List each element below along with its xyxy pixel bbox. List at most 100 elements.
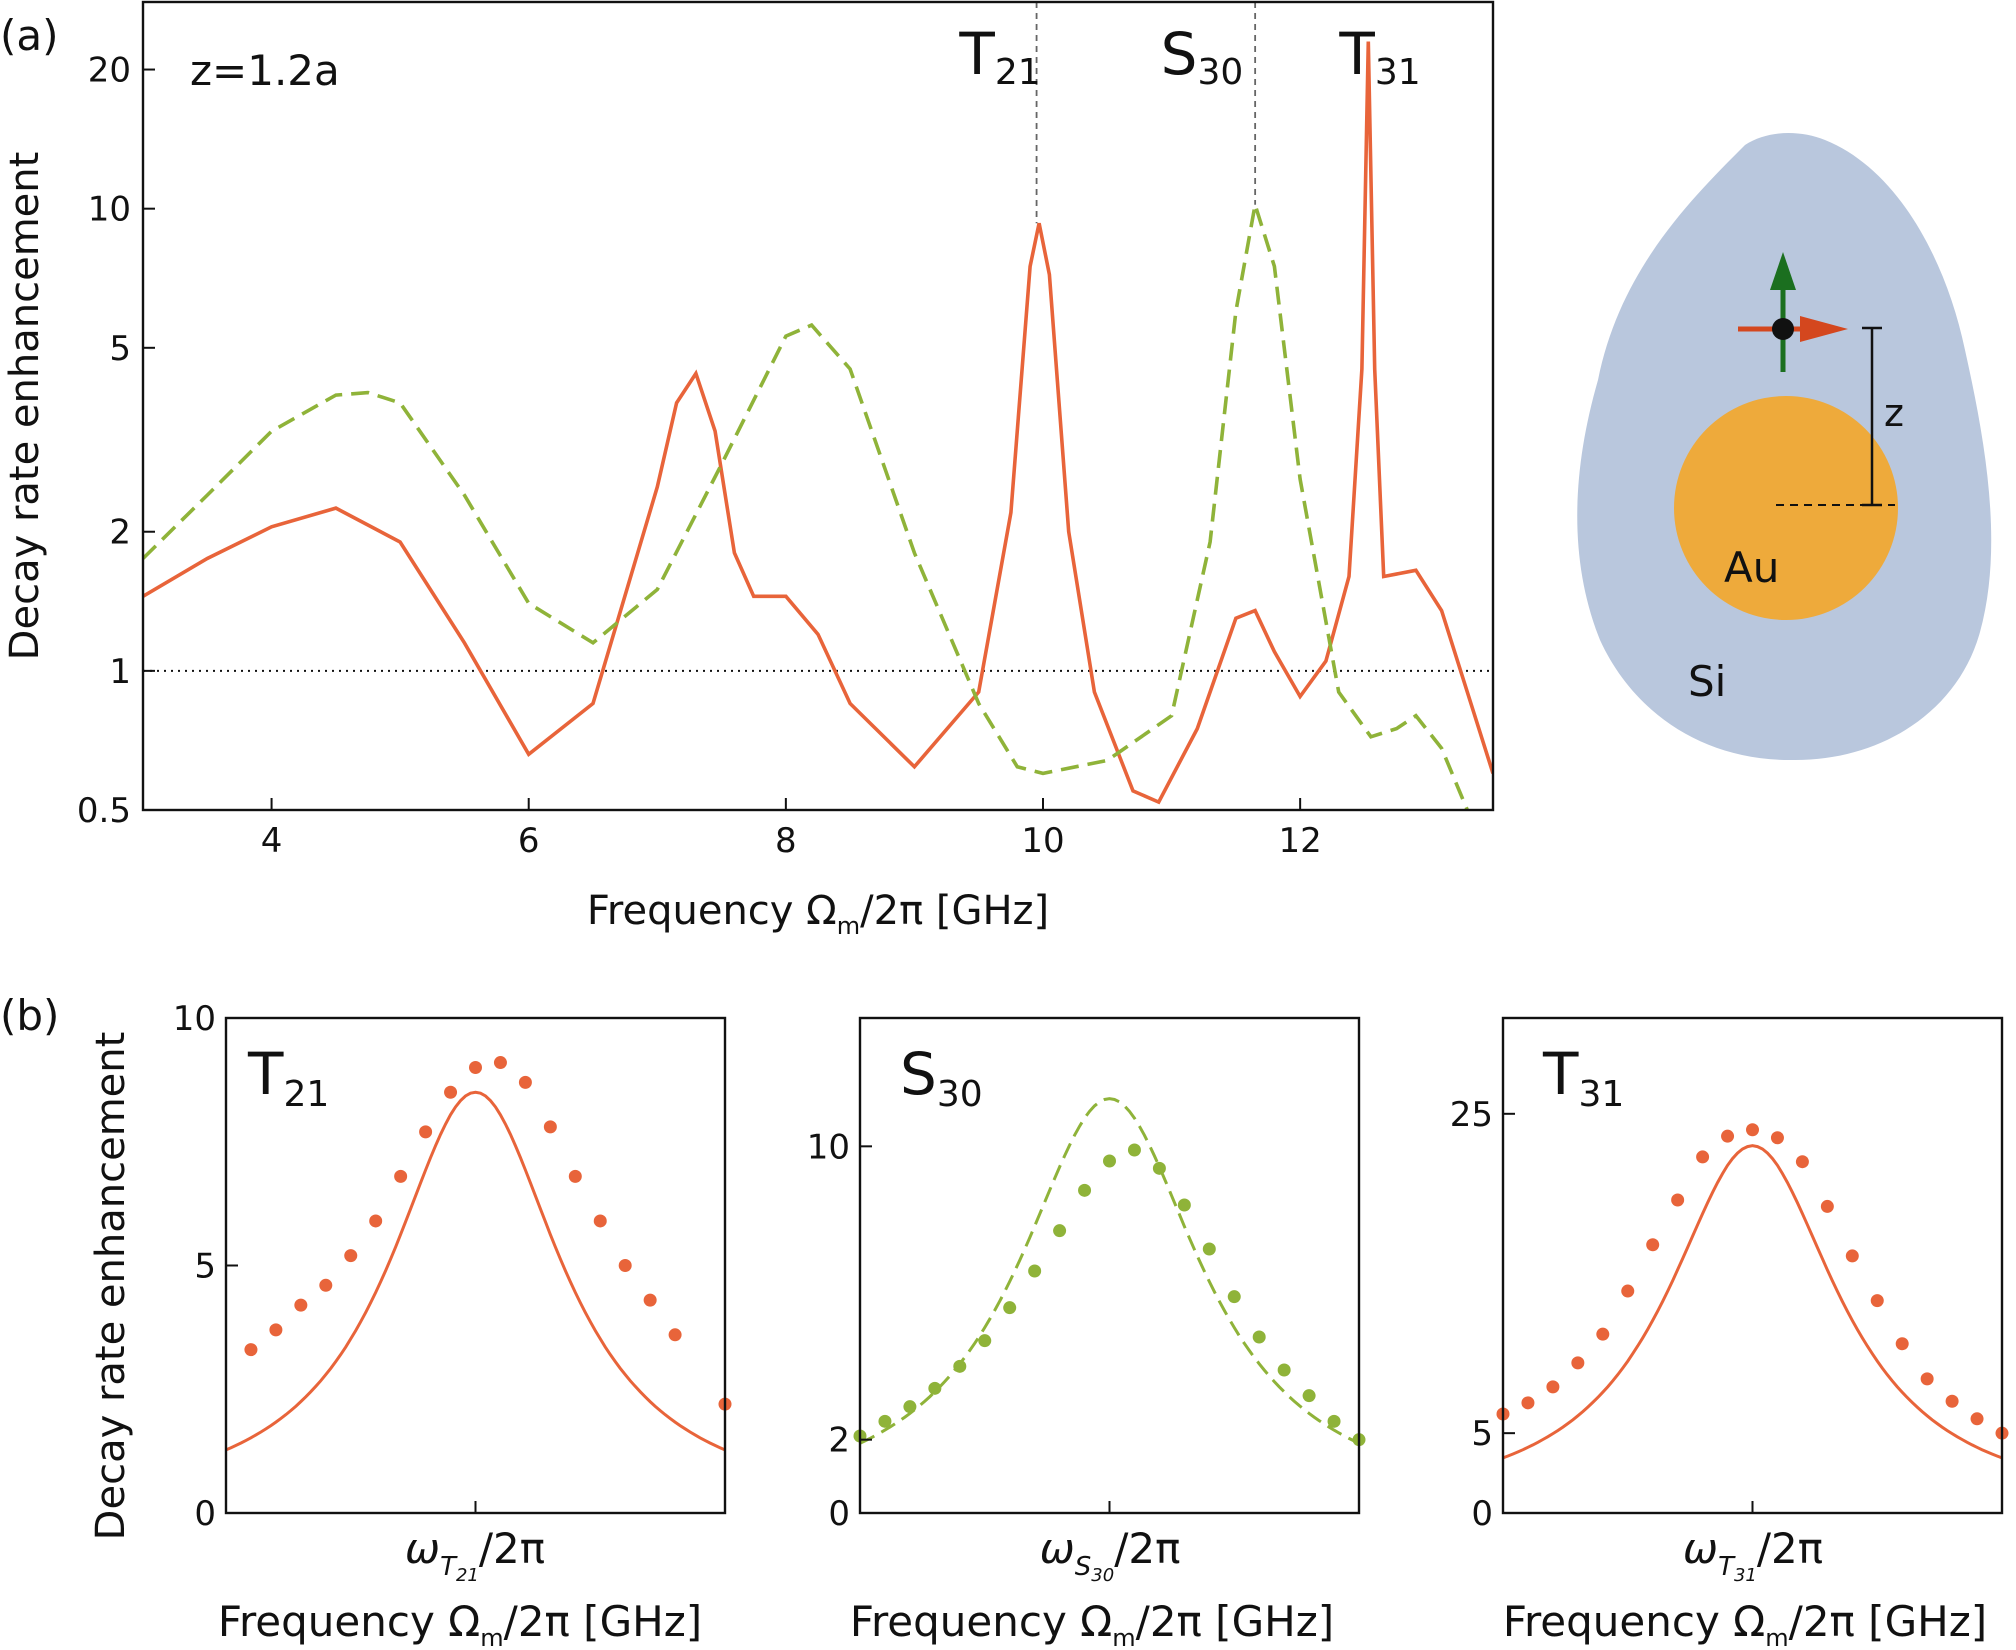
- panel-b-t31-data-point: [1770, 1131, 1784, 1145]
- panel-b-s30-data-point: [1177, 1198, 1191, 1212]
- panel-b-t21-data-point: [244, 1343, 258, 1357]
- panel-b-s30-data-point: [978, 1334, 992, 1348]
- panel-b-t31-plot-area: [1496, 1123, 2009, 1460]
- panel-b-t31-omega-sub2: 31: [1734, 1565, 1757, 1586]
- panel-b-t21-data-point: [394, 1169, 408, 1183]
- series-green-dashed-line: [143, 204, 1469, 810]
- panel-b-t31-xtick-label: ωT31/2π: [1683, 1524, 1823, 1586]
- panel-b-t21-y-tick-label: 0: [194, 1494, 216, 1534]
- y-tick-label: 20: [88, 51, 131, 91]
- panel-b-label: (b): [0, 991, 59, 1040]
- mode-label-base: T: [1338, 20, 1375, 88]
- panel-b-s30-axes: 0 2 10: [807, 1127, 1111, 1534]
- panel-b-s30-xlabel-main: Frequency Ω: [850, 1597, 1112, 1646]
- panel-b-s30-data-point: [1053, 1224, 1067, 1238]
- panel-b-s30-omega: ω: [1040, 1524, 1075, 1573]
- panel-b-s30-omega-tail: /2π: [1114, 1524, 1180, 1573]
- panel-b-s30-title-sub: 30: [937, 1074, 983, 1115]
- panel-b-t21-xlabel-main: Frequency Ω: [218, 1597, 480, 1646]
- mode-label-base: S: [1161, 20, 1198, 88]
- panel-a-label: (a): [0, 11, 59, 60]
- x-tick-label: 8: [775, 821, 797, 861]
- panel-b-t31-data-point: [1795, 1155, 1809, 1169]
- panel-b-s30-data-point: [878, 1414, 892, 1428]
- panel-b-t31-data-point: [1546, 1380, 1560, 1394]
- panel-b-t21-xlabel: Frequency Ωm/2π [GHz]: [218, 1597, 702, 1650]
- panel-b-t21-plot-area: [225, 1056, 732, 1452]
- panel-b-t31-data-point: [1895, 1337, 1909, 1351]
- panel-b-t21-data-point: [469, 1061, 482, 1074]
- panel-b-t21-data-point: [319, 1278, 333, 1292]
- panel-b-s30-data-point: [903, 1400, 917, 1414]
- panel-b-s30-data-point: [1103, 1154, 1116, 1168]
- panel-b-t21-data-point: [369, 1214, 383, 1228]
- panel-b-s30-xlabel-sub: m: [1112, 1624, 1135, 1650]
- panel-b-t31-data-point: [1845, 1249, 1859, 1263]
- panel-b-t21-data-point: [419, 1125, 433, 1139]
- panel-b-t21-xtick-label: ωT21/2π: [405, 1524, 545, 1586]
- panel-a-xlabel-tail: /2π [GHz]: [860, 888, 1049, 934]
- panel-b-t21-xlabel-sub: m: [480, 1624, 503, 1650]
- panel-b-s30-data-point: [1028, 1264, 1042, 1278]
- panel-b-t21-title: T21: [247, 1040, 329, 1115]
- panel-b-t31-data-point: [1621, 1284, 1635, 1298]
- mode-label-sub: 31: [1375, 52, 1421, 93]
- panel-b-s30-xtick-label: ωS30/2π: [1040, 1524, 1181, 1586]
- x-tick-label: 10: [1021, 821, 1064, 861]
- panel-b-t31-omega-sub: T: [1718, 1552, 1736, 1582]
- panel-b-t21-xlabel-tail: /2π [GHz]: [504, 1597, 702, 1646]
- series-orange-line: [143, 41, 1493, 805]
- panel-b-s30-data-point: [1003, 1301, 1017, 1315]
- panel-b-t21-omega-tail: /2π: [479, 1524, 545, 1573]
- panel-b-s30-xlabel-tail: /2π [GHz]: [1136, 1597, 1334, 1646]
- panel-b-t21-omega-sub: T: [440, 1552, 458, 1582]
- panel-b-t21-data-point: [618, 1259, 632, 1272]
- mode-label-s30: S30: [1161, 20, 1244, 93]
- panel-b-t21-omega: ω: [405, 1524, 440, 1573]
- panel-a-xlabel-sub: m: [837, 912, 860, 940]
- horizontal-dipole-arrow-icon: [1800, 316, 1848, 342]
- panel-b-t21-data-point: [543, 1120, 557, 1134]
- panel-b-s30-omega-sub: S: [1075, 1552, 1092, 1582]
- panel-b-t21-data-point: [444, 1085, 458, 1099]
- panel-b-ylabel: Decay rate enhancement: [88, 1032, 134, 1541]
- panel-b-s30-fit-line: [859, 1097, 1360, 1445]
- panel-b-t31-xlabel: Frequency Ωm/2π [GHz]: [1503, 1597, 1987, 1650]
- y-tick-label: 1: [109, 652, 131, 692]
- panel-b-t31-data-point: [1521, 1396, 1535, 1410]
- panel-b-t21-data-point: [269, 1323, 283, 1337]
- panel-b-t31-data-point: [1671, 1193, 1685, 1207]
- si-label: Si: [1688, 657, 1726, 706]
- panel-b-t31-title: T31: [1542, 1040, 1624, 1115]
- panel-b-s30-data-point: [1277, 1363, 1291, 1377]
- panel-b-s30-data-point: [1227, 1290, 1241, 1304]
- panel-b-s30-title: S30: [900, 1040, 983, 1115]
- panel-b-t31-data-point: [1646, 1238, 1660, 1252]
- panel-a-xlabel-main: Frequency Ω: [587, 888, 837, 934]
- distance-label: z: [1884, 391, 1904, 435]
- mode-label-sub: 21: [995, 52, 1041, 93]
- panel-b-t21-fit-line: [225, 1090, 726, 1452]
- mode-label-t31: T31: [1338, 20, 1420, 93]
- panel-a-xlabel: Frequency Ωm/2π [GHz]: [587, 888, 1049, 940]
- panel-b-t31-data-point: [1596, 1327, 1610, 1341]
- x-tick-label: 12: [1279, 821, 1322, 861]
- panel-b-s30-y-tick-label: 2: [828, 1421, 850, 1461]
- panel-b-t31-data-point: [1820, 1199, 1834, 1213]
- panel-b-s30-data-point: [1252, 1330, 1266, 1344]
- mode-label-sub: 30: [1198, 52, 1244, 93]
- panel-b-s30-y-tick-label: 10: [807, 1127, 850, 1167]
- panel-b-s30-data-point: [1152, 1161, 1166, 1175]
- panel-b-s30-data-point: [1202, 1242, 1216, 1256]
- mode-label-t21: T21: [958, 20, 1040, 93]
- panel-b-s30-data-point: [1078, 1183, 1092, 1197]
- panel-b-t21-data-point: [668, 1328, 682, 1342]
- panel-b-t31-y-tick-label: 0: [1471, 1494, 1493, 1534]
- panel-b-s30-data-point: [1127, 1143, 1141, 1157]
- nanoparticle-schematic: z Au Si: [1577, 133, 1992, 761]
